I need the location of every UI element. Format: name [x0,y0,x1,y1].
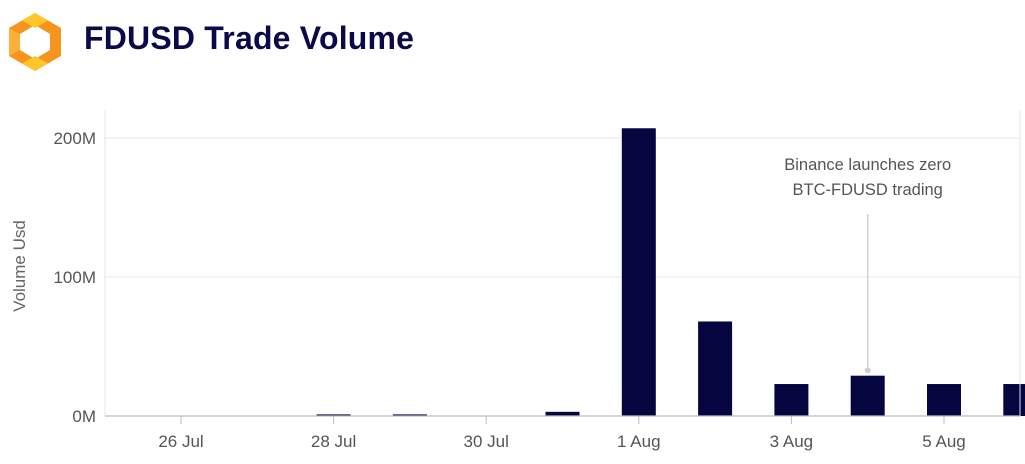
x-tick-label: 28 Jul [311,432,356,451]
bar [545,411,580,416]
x-tick-label: 3 Aug [770,432,814,451]
bar [774,384,809,416]
annotation: Binance launches zero BTC-FDUSD trading [784,156,951,374]
annotation-text: BTC-FDUSD trading [793,181,943,199]
bar [850,375,885,416]
bar [698,321,733,416]
axes: 0M 100M 200M 26 Jul 28 Jul 30 Jul 1 Aug 3 Aug 5 … [53,110,1021,451]
y-tick-label: 200M [53,129,96,148]
bar [316,414,351,416]
bar [621,128,656,416]
x-tick-label: 26 Jul [158,432,203,451]
y-axis-title: Volume Usd [10,220,29,312]
bar [392,414,427,416]
annotation-dot [864,367,871,374]
bar [1003,384,1025,416]
fdusd-logo-icon [9,13,61,71]
bars [316,128,1025,416]
bar [927,384,961,416]
y-tick-label: 100M [53,268,96,287]
header: FDUSD Trade Volume [0,0,1025,90]
x-tick-label: 30 Jul [464,432,509,451]
page-title: FDUSD Trade Volume [84,20,415,56]
x-tick-label: 5 Aug [922,432,966,451]
x-tick-label: 1 Aug [617,432,661,451]
y-tick-label: 0M [72,407,96,426]
annotation-text: Binance launches zero [784,156,951,174]
